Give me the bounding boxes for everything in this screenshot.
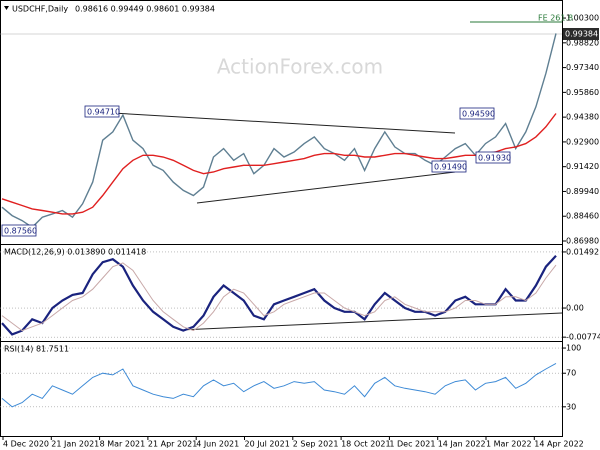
x-tick-label: 18 Oct 2021 (341, 440, 390, 449)
series-line (1, 255, 557, 336)
trendline (179, 312, 563, 331)
y-tick-label: 100 (566, 344, 581, 353)
x-tick-label: 1 Mar 2022 (486, 440, 532, 449)
panel-title: MACD(12,26,9) 0.013890 0.011418 (4, 248, 146, 257)
ohlc: 0.98616 0.99449 0.98601 0.99384 (75, 5, 215, 14)
x-tick-label: 20 Jul 2021 (245, 440, 290, 449)
x-tick-label: 21 Jan 2021 (51, 440, 99, 449)
series-line (1, 113, 557, 215)
label-box (459, 107, 495, 120)
label-box (475, 151, 511, 164)
fe-label: FE 261.8 (538, 14, 573, 23)
y-tick-label: 0.98820 (566, 38, 599, 47)
x-tick-label: 14 Apr 2022 (534, 440, 583, 449)
price-label: 0.91490 (434, 163, 467, 172)
y-tick-label: 0.94380 (566, 113, 599, 122)
series-line (1, 262, 557, 332)
y-tick-label: 30 (566, 402, 576, 411)
x-tick-label: 4 Jun 2021 (196, 440, 239, 449)
x-tick-label: 8 Mar 2021 (100, 440, 146, 449)
label-box (84, 105, 120, 118)
y-tick-label: 0.88460 (566, 212, 599, 221)
price-tag (563, 28, 599, 40)
menu-arrow (4, 6, 9, 10)
price-label: 0.91930 (478, 154, 511, 163)
y-tick-label: 0.89940 (566, 187, 599, 196)
x-tick-label: 2 Sep 2021 (293, 440, 339, 449)
price-label: 0.94590 (462, 110, 495, 119)
label-box (1, 224, 37, 237)
series-line (1, 33, 557, 229)
x-tick-label: 14 Jan 2022 (438, 440, 486, 449)
x-tick-label: 21 Apr 2021 (148, 440, 197, 449)
y-tick-label: 0.01492 (566, 247, 599, 256)
price-label: 0.87560 (4, 227, 37, 236)
trendline (94, 111, 456, 134)
x-tick-label: 1 Dec 2021 (389, 440, 435, 449)
y-tick-label: 0.00 (566, 304, 584, 313)
x-tick-label: 4 Dec 2020 (3, 440, 49, 449)
y-tick-label: 0.92900 (566, 137, 599, 146)
frame (0, 0, 563, 437)
watermark: ActionForex.com (217, 55, 383, 79)
y-tick-label: 0.86980 (566, 236, 599, 245)
panel-title: RSI(14) 81.7511 (4, 345, 69, 354)
y-tick-label: -0.007744 (566, 333, 600, 342)
y-tick-label: 0.95860 (566, 88, 599, 97)
price-label: 0.99384 (565, 30, 598, 39)
y-tick-label: 1.00300 (566, 14, 599, 23)
label-box (431, 160, 467, 173)
price-label: 0.94710 (87, 108, 120, 117)
series-line (1, 362, 557, 408)
chart-title: USDCHF,Daily (12, 5, 68, 14)
y-tick-label: 70 (566, 369, 576, 378)
y-tick-label: 0.91420 (566, 162, 599, 171)
trendline (196, 171, 456, 204)
y-tick-label: 0.97340 (566, 63, 599, 72)
